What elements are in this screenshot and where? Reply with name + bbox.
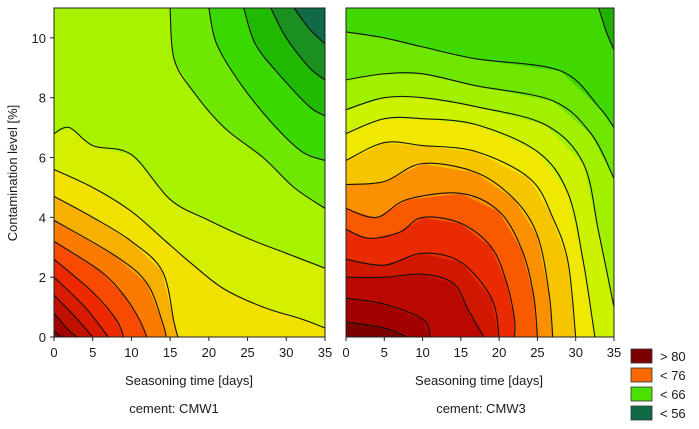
contour-line <box>346 297 431 337</box>
legend-swatch <box>630 405 653 421</box>
legend-label: < 56 <box>660 406 686 421</box>
contour-line <box>54 330 63 337</box>
contour-line <box>208 8 325 162</box>
x-tick-label: 0 <box>342 345 349 360</box>
panel-caption-cmw3: cement: CMW3 <box>436 401 526 416</box>
x-tick-label: 20 <box>492 345 506 360</box>
y-axis-label: Contamination level [%] <box>5 105 20 242</box>
contour-line <box>598 8 614 51</box>
x-tick-label: 35 <box>318 345 332 360</box>
x-axis-label-cmw1: Seasoning time [days] <box>125 373 253 388</box>
x-tick-label: 15 <box>454 345 468 360</box>
y-tick-label: 6 <box>39 151 46 166</box>
x-tick-label: 20 <box>202 345 216 360</box>
contour-line <box>54 240 148 337</box>
x-tick-label: 25 <box>240 345 254 360</box>
contour-line <box>54 169 325 329</box>
contour-line <box>346 95 614 308</box>
contour-line <box>346 192 538 337</box>
contour-line <box>54 219 167 337</box>
panel-caption-cmw1: cement: CMW1 <box>129 401 219 416</box>
x-tick-label: 0 <box>50 345 57 360</box>
contour-area <box>346 8 614 337</box>
legend-swatch <box>630 367 653 383</box>
legend-label: > 80 <box>660 349 686 364</box>
x-tick-label: 5 <box>89 345 96 360</box>
x-axis-label-cmw3: Seasoning time [days] <box>415 373 543 388</box>
contour-line <box>346 273 485 337</box>
x-tick-label: 5 <box>381 345 388 360</box>
y-tick-label: 8 <box>39 91 46 106</box>
contour-line <box>346 252 500 337</box>
y-tick-label: 0 <box>39 330 46 345</box>
panel-cmw1: 0 5 10 15 20 25 30 35 0 2 4 6 8 10 <box>32 7 332 360</box>
contour-line <box>346 216 516 337</box>
contour-line <box>54 294 94 337</box>
x-tick-label: 10 <box>415 345 429 360</box>
contour-line <box>346 321 408 337</box>
legend-swatch <box>630 386 653 402</box>
y-tick-label: 4 <box>39 210 46 225</box>
contour-area <box>54 8 325 337</box>
contour-line <box>346 116 596 337</box>
plot-frame <box>345 7 615 338</box>
contour-line <box>346 72 614 179</box>
legend-label: < 66 <box>660 387 686 402</box>
contour-line <box>54 312 78 337</box>
x-tick-label: 35 <box>607 345 621 360</box>
contour-line <box>346 31 614 128</box>
legend: > 80 < 76 < 66 < 56 <box>630 348 686 421</box>
x-tick-label: 30 <box>568 345 582 360</box>
contour-line <box>169 8 325 209</box>
plot-frame <box>53 7 326 338</box>
contour-line <box>54 195 179 337</box>
legend-label: < 76 <box>660 368 686 383</box>
y-tick-label: 10 <box>32 31 46 46</box>
contour-line <box>54 126 325 269</box>
contour-line <box>293 8 325 45</box>
x-tick-label: 25 <box>530 345 544 360</box>
y-tick-label: 2 <box>39 270 46 285</box>
panel-cmw3: 0 5 10 15 20 25 30 35 <box>342 7 621 360</box>
contour-line <box>54 258 125 337</box>
legend-swatch <box>630 348 653 364</box>
contour-line <box>54 276 109 337</box>
x-tick-label: 10 <box>124 345 138 360</box>
x-tick-label: 30 <box>279 345 293 360</box>
x-tick-label: 15 <box>163 345 177 360</box>
contour-line <box>270 8 325 81</box>
contour-line <box>243 8 325 117</box>
contour-line <box>346 162 554 337</box>
contour-line <box>346 141 577 337</box>
